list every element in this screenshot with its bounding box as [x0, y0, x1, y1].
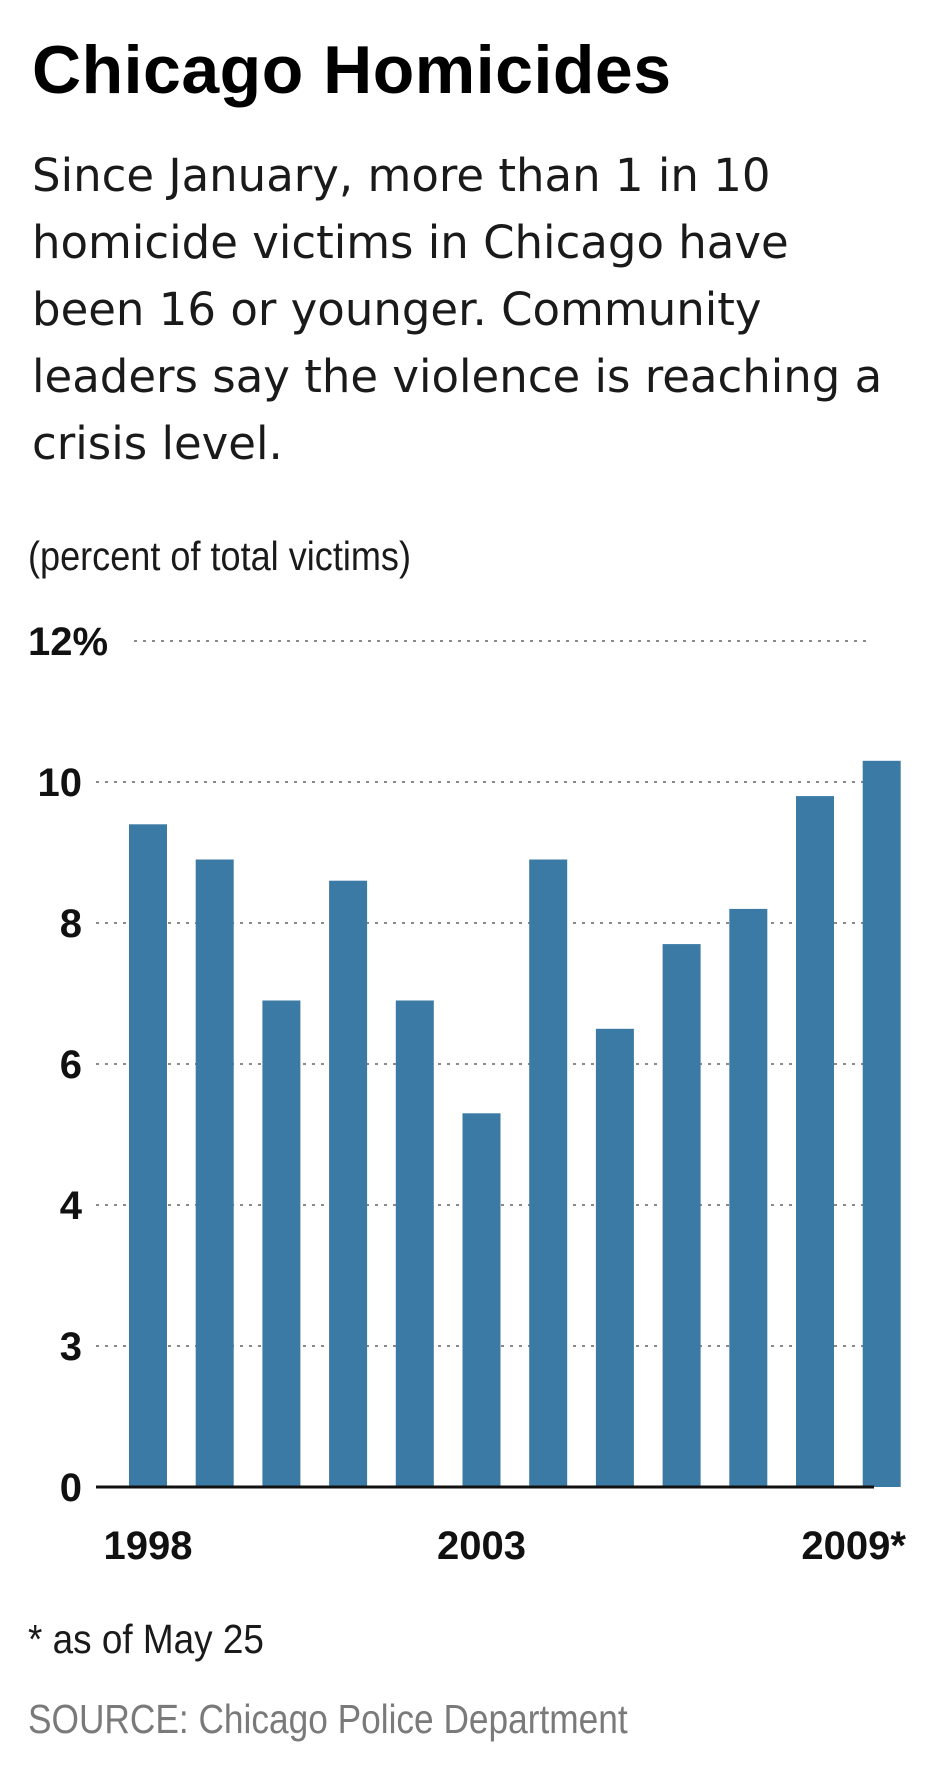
y-tick-label: 3	[60, 1325, 82, 1369]
bar-2005	[595, 1028, 634, 1488]
bar-2000	[262, 1000, 301, 1487]
x-tick-label: 1998	[104, 1524, 193, 1568]
bars	[129, 760, 901, 1488]
bar-1999	[195, 859, 234, 1487]
bar-2004	[529, 859, 568, 1487]
y-tick-label: 10	[38, 761, 83, 805]
bar-2009	[862, 760, 901, 1487]
bar-1998	[129, 824, 167, 1487]
y-tick-label: 6	[60, 1043, 82, 1087]
chart-subtitle: Since January, more than 1 in 10 homicid…	[32, 149, 883, 470]
bar-chart: 0 3 4 6 8 10 12% 1998 2003 2009*	[28, 620, 906, 1568]
y-tick-label: 12%	[28, 620, 108, 664]
y-tick-label: 4	[60, 1184, 83, 1228]
bar-2003	[462, 1113, 501, 1487]
y-tick-label: 0	[60, 1466, 82, 1510]
chart-title: Chicago Homicides	[32, 32, 672, 108]
bar-2007	[729, 908, 768, 1487]
bar-2008	[796, 796, 834, 1487]
x-tick-label: 2009*	[801, 1524, 906, 1568]
y-axis-unit-label: (percent of total victims)	[28, 533, 411, 579]
bar-2001	[329, 880, 368, 1487]
bar-2006	[662, 944, 701, 1487]
x-tick-label: 2003	[437, 1524, 526, 1568]
tick-labels: 0 3 4 6 8 10 12% 1998 2003 2009*	[28, 620, 906, 1568]
source-credit: SOURCE: Chicago Police Department	[28, 1696, 628, 1742]
bar-2002	[395, 1000, 434, 1487]
footnote: * as of May 25	[28, 1616, 264, 1662]
y-tick-label: 8	[60, 902, 82, 946]
